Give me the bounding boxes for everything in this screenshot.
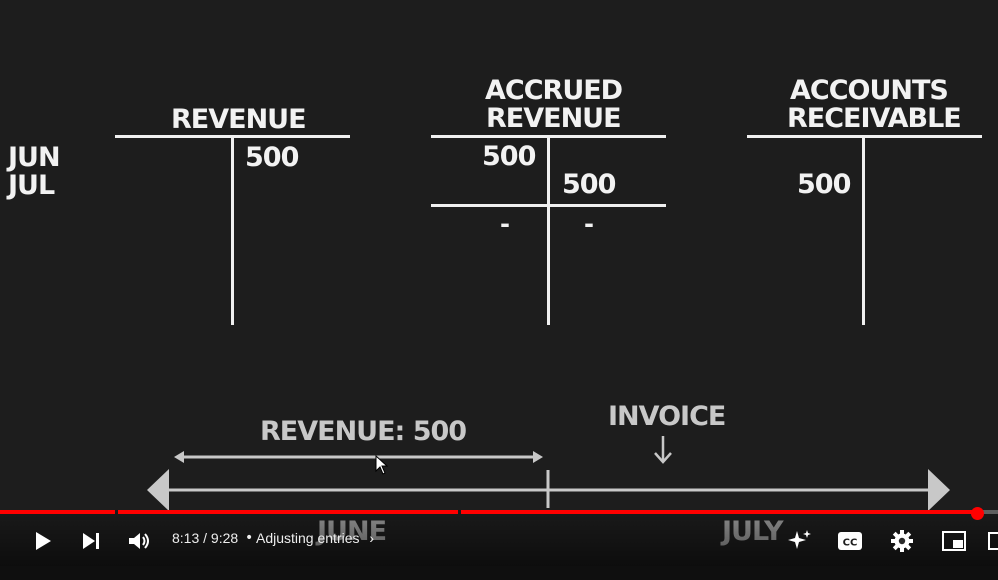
chevron-right-icon: ›	[369, 530, 375, 546]
account-title-line2: REVENUE	[486, 103, 622, 134]
chapter-title: Adjusting entries	[256, 530, 360, 546]
timeline-arrow-right	[928, 469, 950, 511]
timeline-diagram	[147, 436, 950, 511]
row-label-jun: JUN	[8, 142, 61, 173]
credit-entry: 500	[562, 169, 616, 200]
cc-icon: CC	[838, 532, 862, 550]
credit-total: -	[584, 210, 594, 238]
sparkle-icon	[788, 530, 811, 549]
invoice-label: INVOICE	[608, 401, 726, 432]
video-frame[interactable]: JUN JUL REVENUE 500 ACCRUED REVENUE 500 …	[0, 0, 998, 566]
play-button[interactable]	[30, 528, 56, 554]
next-icon	[83, 533, 99, 549]
theater-icon	[988, 532, 998, 550]
page-background-strip	[0, 566, 998, 580]
progress-played-chapter-2	[118, 510, 458, 514]
invoice-arrow-head	[654, 452, 672, 464]
time-display: 8:13 / 9:28	[172, 530, 239, 546]
revenue-span-label: REVENUE: 500	[260, 416, 467, 447]
t-account-total-line	[431, 204, 666, 207]
settings-button[interactable]	[888, 528, 916, 554]
account-title: REVENUE	[171, 104, 307, 135]
debit-total: -	[500, 210, 510, 238]
chapter-title-button[interactable]: Adjusting entries ›	[256, 530, 374, 546]
progress-scrubber[interactable]	[971, 507, 984, 520]
revenue-span-arrow-left	[174, 451, 184, 463]
progress-played-chapter-3	[461, 510, 975, 514]
debit-entry: 500	[797, 169, 851, 200]
next-button[interactable]	[78, 528, 104, 554]
prev-icon	[0, 531, 8, 551]
progress-played-chapter-1	[0, 510, 115, 514]
settings-icon	[891, 530, 913, 552]
progress-bar[interactable]	[0, 510, 998, 514]
video-player[interactable]: JUN JUL REVENUE 500 ACCRUED REVENUE 500 …	[0, 0, 998, 566]
captions-button[interactable]: CC	[836, 528, 864, 554]
revenue-span-arrow-right	[533, 451, 543, 463]
credit-entry: 500	[245, 142, 299, 173]
volume-icon	[129, 533, 149, 549]
miniplayer-icon	[942, 531, 966, 551]
chapter-separator: •	[245, 530, 254, 546]
svg-text:CC: CC	[843, 538, 858, 549]
account-title-line1: ACCOUNTS	[790, 75, 949, 106]
mouse-cursor-icon	[375, 455, 389, 475]
timeline-arrow-left	[147, 469, 169, 511]
debit-entry: 500	[482, 141, 536, 172]
account-title-line2: RECEIVABLE	[787, 103, 962, 134]
row-label-jul: JUL	[8, 170, 55, 201]
t-account-divider	[231, 135, 234, 325]
theater-button[interactable]	[986, 528, 998, 554]
prev-button[interactable]	[0, 528, 8, 554]
account-title-line1: ACCRUED	[485, 75, 623, 106]
player-controls	[0, 510, 998, 566]
t-account-divider	[547, 135, 550, 325]
volume-button[interactable]	[126, 528, 154, 554]
miniplayer-button[interactable]	[940, 528, 968, 554]
ask-ai-button[interactable]	[786, 528, 814, 554]
play-icon	[36, 532, 51, 550]
progress-remaining	[978, 510, 998, 514]
t-account-divider	[862, 135, 865, 325]
